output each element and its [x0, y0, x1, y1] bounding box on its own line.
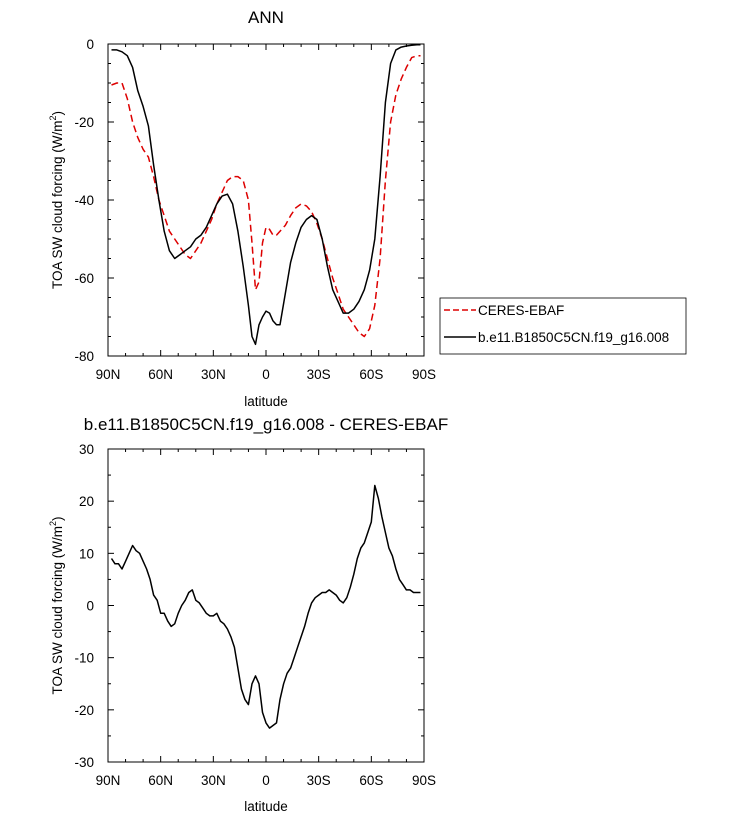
y-axis-label-close: ) [50, 516, 65, 521]
y-axis-label-close: ) [50, 111, 65, 116]
legend-label: CERES-EBAF [478, 303, 564, 318]
y-tick-label: 0 [86, 37, 94, 52]
x-axis-label: latitude [244, 394, 288, 409]
y-tick-label: 10 [79, 546, 94, 561]
y-tick-label: -40 [74, 193, 94, 208]
series-line-1 [111, 54, 421, 338]
x-tick-label: 60N [148, 773, 173, 788]
series-points-1 [111, 55, 421, 337]
series-points-1 [111, 485, 421, 729]
y-axis-label-sup: 2 [48, 521, 58, 526]
x-tick-label: 90S [412, 367, 436, 382]
y-tick-label: -60 [74, 271, 94, 286]
x-tick-label: 60S [359, 367, 383, 382]
x-tick-label: 30N [201, 367, 226, 382]
y-tick-label: 20 [79, 494, 94, 509]
chart-panel-2: b.e11.B1850C5CN.f19_g16.008 - CERES-EBAF… [48, 415, 448, 814]
x-tick-label: 90N [96, 367, 121, 382]
y-tick-label: -80 [74, 349, 94, 364]
x-tick-label: 0 [262, 367, 270, 382]
series-line-1 [110, 484, 421, 729]
x-tick-label: 90S [412, 773, 436, 788]
y-tick-label: -10 [74, 651, 94, 666]
legend-box [439, 297, 687, 355]
y-tick-label: -30 [74, 755, 94, 770]
x-tick-label: 60N [148, 367, 173, 382]
plot-frame [107, 43, 425, 357]
chart-title: b.e11.B1850C5CN.f19_g16.008 - CERES-EBAF [84, 415, 448, 434]
plot-frame [107, 448, 425, 763]
x-tick-label: 0 [262, 773, 270, 788]
x-axis-label: latitude [244, 799, 288, 814]
series-line-2 [111, 44, 421, 346]
y-tick-label: 30 [79, 442, 94, 457]
x-tick-label: 30S [307, 367, 331, 382]
y-axis-label-main: TOA SW cloud forcing (W/m [50, 120, 65, 289]
legend-label: b.e11.B1850C5CN.f19_g16.008 [478, 330, 669, 345]
chart-panel-1: ANN 90N 60N 30N 0 30S 60S 90S 0 -20 -40 -60 -80 latit… [48, 8, 687, 409]
x-tick-label: 30S [307, 773, 331, 788]
y-axis-label: TOA SW cloud forcing (W/m2) [48, 111, 65, 289]
x-tick-label: 30N [201, 773, 226, 788]
y-axis-label-main: TOA SW cloud forcing (W/m [50, 526, 65, 695]
chart-title: ANN [248, 8, 284, 27]
y-tick-label: -20 [74, 115, 94, 130]
x-tick-label: 90N [96, 773, 121, 788]
x-tick-label: 60S [359, 773, 383, 788]
legend: CERES-EBAF b.e11.B1850C5CN.f19_g16.008 [439, 297, 687, 355]
y-axis-label: TOA SW cloud forcing (W/m2) [48, 516, 65, 694]
y-tick-label: 0 [86, 599, 94, 614]
y-axis-label-sup: 2 [48, 115, 58, 120]
y-tick-label: -20 [74, 703, 94, 718]
